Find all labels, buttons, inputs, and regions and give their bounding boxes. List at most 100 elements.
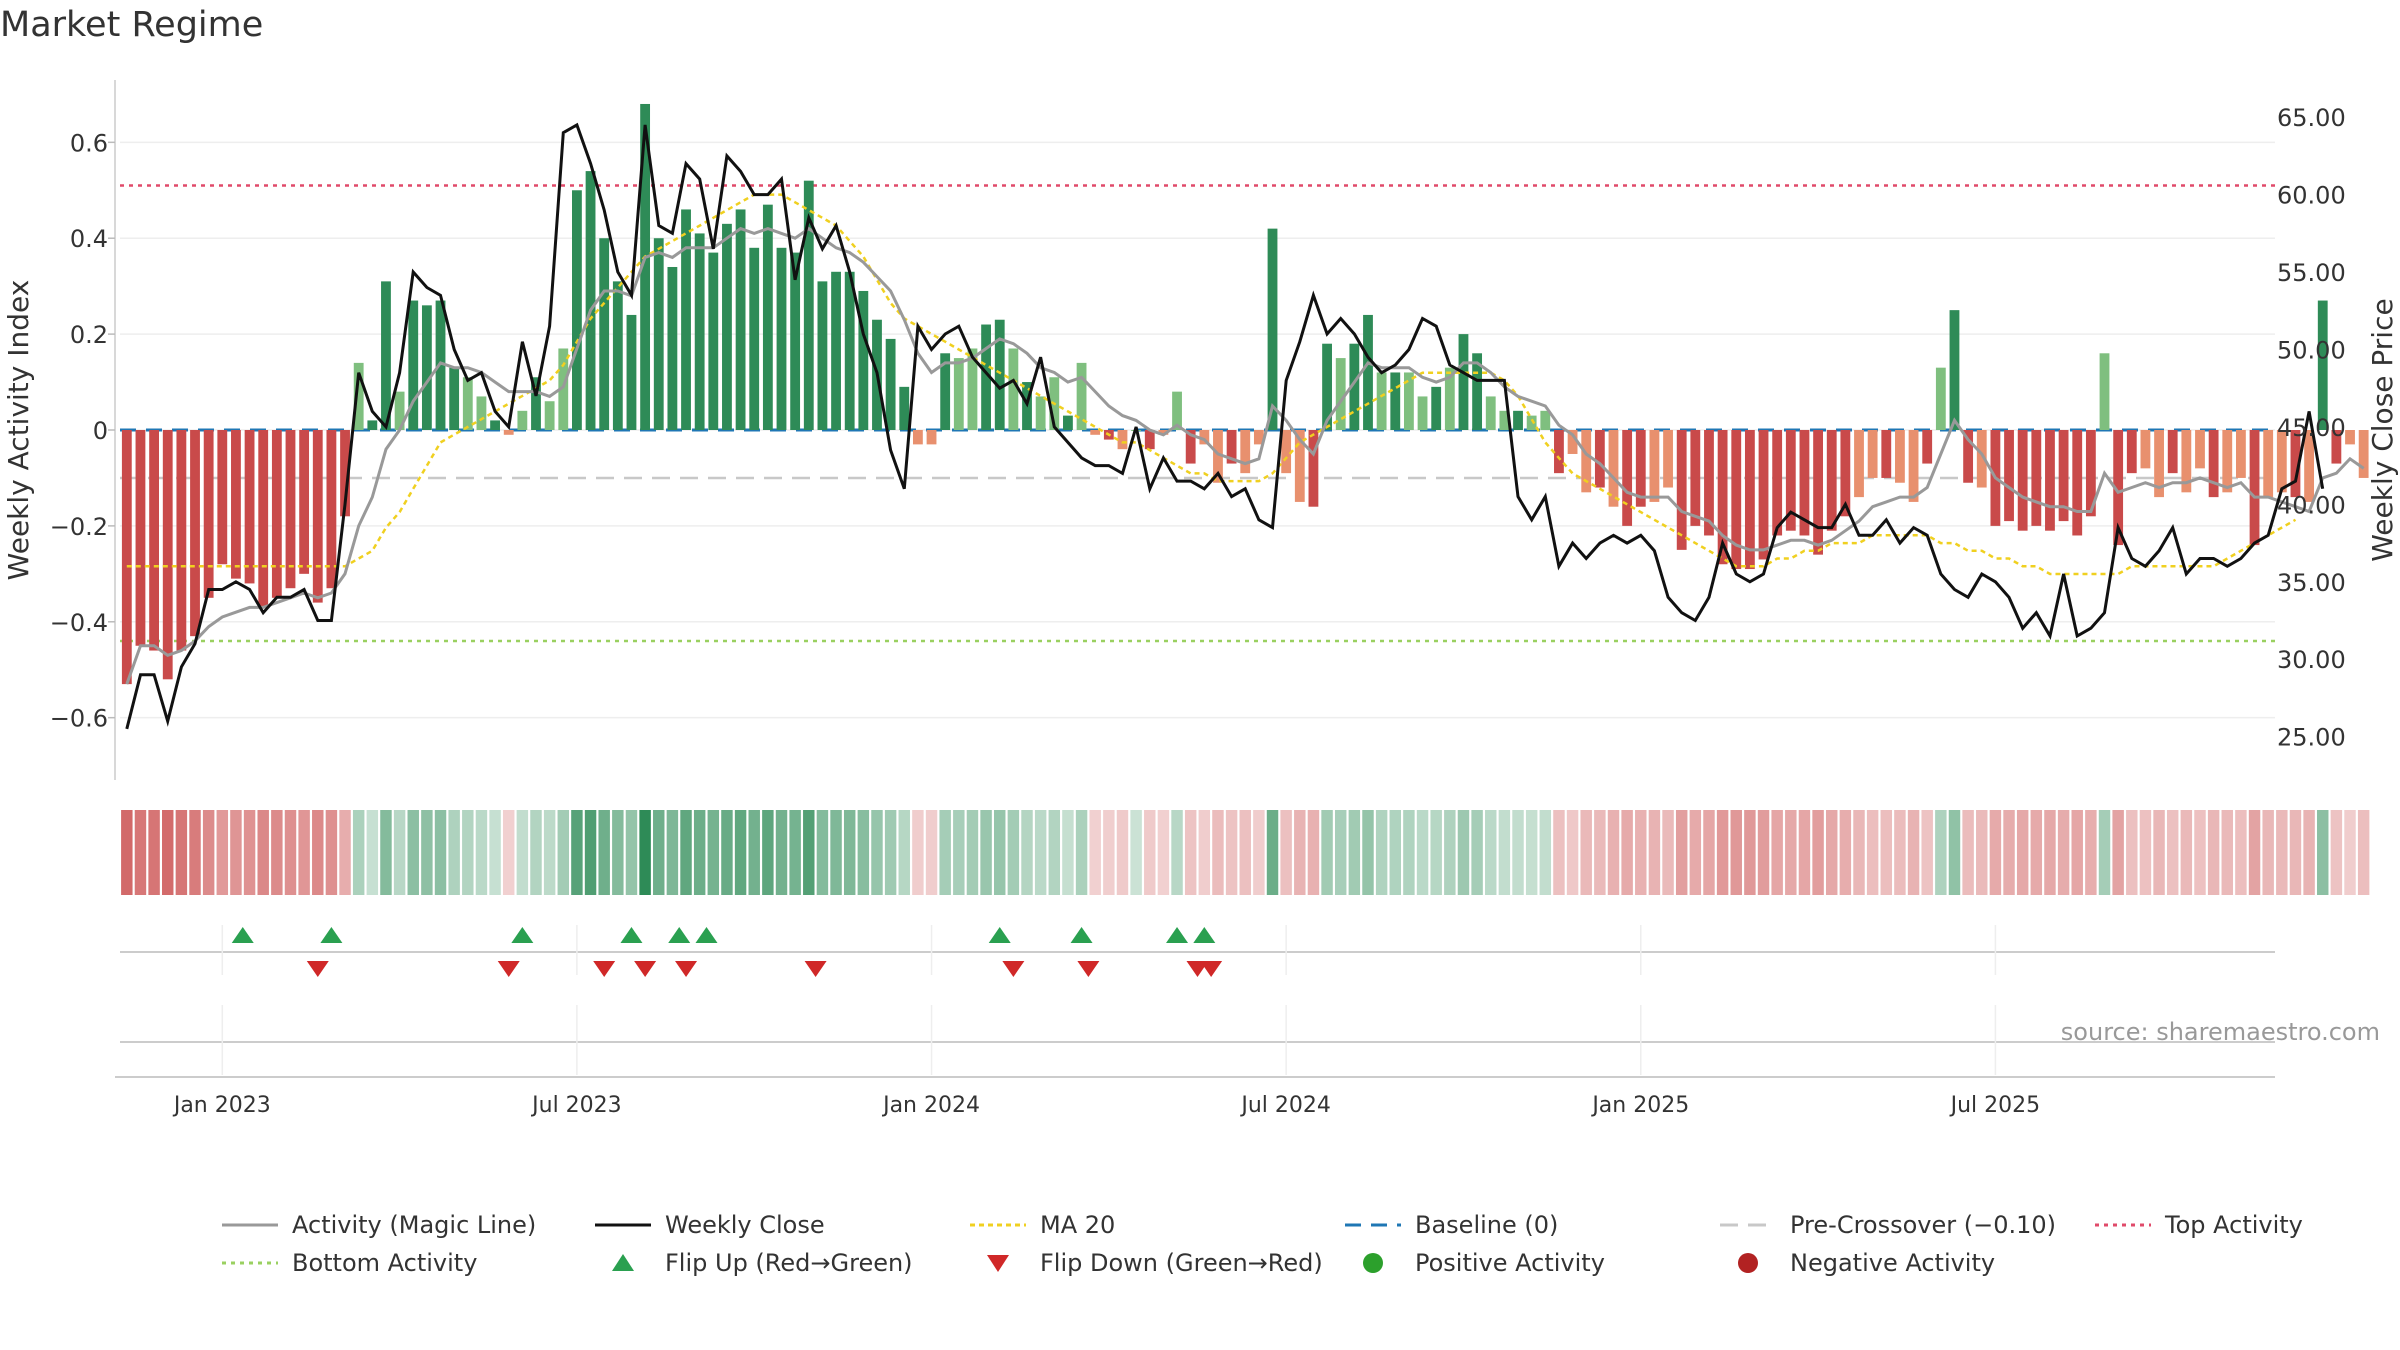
activity-bar [1499, 410, 1510, 430]
regime-cell [816, 810, 829, 895]
legend-label: Activity (Magic Line) [292, 1211, 536, 1239]
regime-cell [1757, 810, 1770, 895]
regime-cell [1334, 810, 1347, 895]
regime-cell [2180, 810, 2193, 895]
x-gridlines [221, 925, 1997, 1075]
regime-cell [366, 810, 379, 895]
regime-cell [1444, 810, 1456, 895]
left-y-tick-label: 0.6 [70, 129, 108, 157]
regime-cell [2207, 810, 2220, 895]
regime-cell [1116, 810, 1129, 895]
regime-cell [284, 810, 297, 895]
activity-bar [1349, 343, 1360, 430]
activity-bar [817, 281, 828, 430]
regime-cell [871, 810, 883, 895]
activity-bar [1581, 430, 1592, 493]
activity-bar [2358, 430, 2369, 478]
flip-up-marker [320, 927, 343, 943]
regime-cell [884, 810, 897, 895]
activity-bar [1949, 310, 1960, 430]
activity-bar [258, 430, 269, 608]
activity-bar [326, 430, 337, 589]
regime-cell [1225, 810, 1238, 895]
activity-bar [121, 430, 132, 685]
regime-cell [1607, 810, 1620, 895]
activity-bar [585, 171, 596, 430]
activity-bar [2126, 430, 2137, 474]
regime-cell [557, 810, 570, 895]
activity-bar [1376, 372, 1387, 430]
activity-bar [640, 103, 651, 431]
regime-cell [243, 810, 256, 895]
activity-bar [1799, 430, 1810, 536]
regime-cell [421, 810, 433, 895]
regime-cell [489, 810, 501, 895]
activity-bar [681, 209, 691, 430]
regime-cell [530, 810, 542, 895]
regime-cell [1553, 810, 1565, 895]
regime-cell [1307, 810, 1320, 895]
regime-cell [1580, 810, 1592, 895]
activity-bars [121, 103, 2369, 685]
activity-bar [2290, 430, 2301, 498]
right-y-axis-label: Weekly Close Price [2366, 298, 2399, 561]
regime-cell [639, 810, 651, 895]
legend-label: Flip Up (Red→Green) [665, 1249, 913, 1277]
activity-bar [2113, 430, 2124, 546]
x-tick-label: Jan 2024 [881, 1093, 980, 1118]
regime-cell [271, 810, 283, 895]
activity-bar [1935, 367, 1946, 430]
activity-bar [449, 367, 460, 430]
regime-cell [680, 810, 692, 895]
regime-cell [1294, 810, 1306, 895]
regime-cell [612, 810, 624, 895]
activity-bar [1908, 430, 1919, 502]
regime-cell [789, 810, 801, 895]
activity-bar [1158, 430, 1169, 435]
flip-down-marker [1077, 961, 1100, 977]
regime-cell [598, 810, 610, 895]
regime-cell [843, 810, 856, 895]
activity-bar [762, 204, 773, 430]
activity-bar [967, 348, 978, 430]
regime-cell [1007, 810, 1020, 895]
flip-up-marker [668, 927, 691, 943]
legend: Activity (Magic Line) Weekly Close MA 20 Ba… [222, 1211, 2303, 1277]
regime-cell [1253, 810, 1265, 895]
activity-bar [2072, 430, 2083, 536]
regime-cell [1348, 810, 1361, 895]
regime-cell [1457, 810, 1470, 895]
regime-cell [721, 810, 733, 895]
legend-label: MA 20 [1040, 1211, 1115, 1239]
regime-cell [230, 810, 242, 895]
flip-panel [120, 927, 2275, 977]
activity-bar [912, 430, 923, 445]
activity-bar [217, 430, 228, 565]
activity-bar [1635, 430, 1646, 507]
flip-up-marker [511, 927, 534, 943]
regime-cell [1198, 810, 1211, 895]
activity-bar [1785, 430, 1796, 531]
activity-bar [2222, 430, 2233, 493]
legend-label: Top Activity [2164, 1211, 2303, 1239]
regime-cell [1621, 810, 1633, 895]
regime-cell [134, 810, 147, 895]
regime-cell [762, 810, 774, 895]
activity-bar [1676, 430, 1687, 550]
regime-cell [162, 810, 174, 895]
regime-cell [475, 810, 488, 895]
regime-cell [625, 810, 638, 895]
activity-bar [1281, 430, 1292, 474]
regime-cell [707, 810, 720, 895]
activity-bar [1704, 430, 1714, 536]
activity-bar [517, 410, 528, 430]
activity-bar [2195, 430, 2205, 469]
regime-cell [1062, 810, 1074, 895]
magic-line [125, 226, 2365, 685]
activity-bar [476, 396, 487, 430]
right-y-tick-label: 30.00 [2277, 646, 2346, 674]
activity-bar [1363, 314, 1373, 430]
activity-bar [135, 430, 146, 646]
activity-bar [694, 233, 705, 430]
activity-bar [1649, 430, 1660, 502]
